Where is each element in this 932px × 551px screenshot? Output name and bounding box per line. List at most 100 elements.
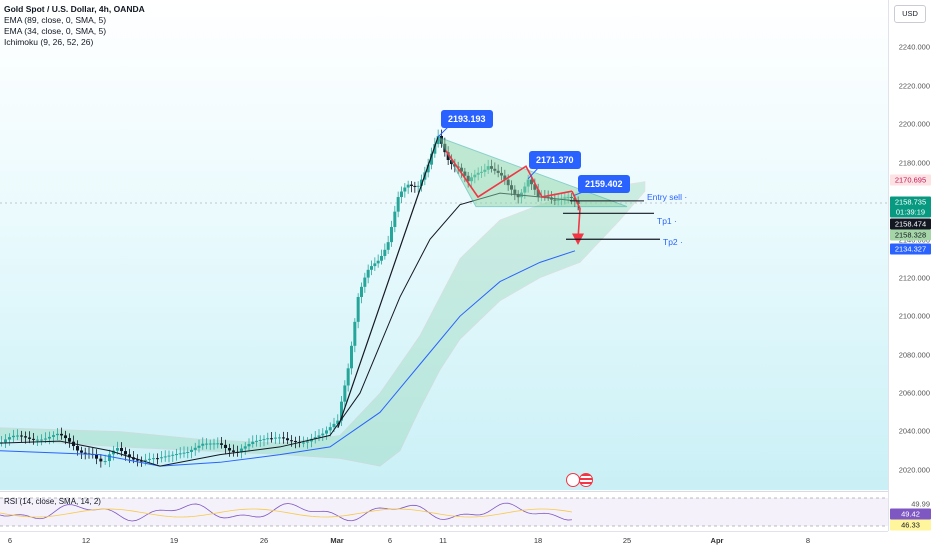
candle-body [373,263,377,267]
triangle-pattern [436,136,628,208]
candle-body [328,427,332,431]
candle-body [302,442,305,444]
candle-body [413,185,417,187]
candle-body [136,459,139,461]
candle-body [186,451,190,453]
time-label: 19 [169,536,179,545]
candle-body [56,433,59,436]
impulse-trendline [337,136,439,428]
time-label: 11 [439,536,447,545]
candle-body [4,439,7,443]
candle-body [171,454,175,456]
candle-body [343,385,347,402]
price-tick: 2100.000 [898,311,930,321]
candle-body [270,438,273,440]
candle-body [48,436,51,439]
time-label: Apr [710,536,724,545]
candle-body [216,443,220,445]
price-label-light-green: 2158.328 [890,229,931,241]
candle-body [426,164,430,173]
candle-body [433,144,437,154]
candle-body [120,447,123,452]
candle-body [406,184,410,188]
rsi-legend[interactable]: RSI (14, close, SMA, 14, 2) [4,497,101,506]
ichimoku-cloud [0,181,646,467]
indicator-ichimoku[interactable]: Ichimoku (9, 26, 52, 26) [4,37,94,47]
price-tick: 2240.000 [898,42,930,52]
price-chart[interactable] [0,0,888,490]
rsi-pane[interactable]: RSI (14, close, SMA, 14, 2) [0,491,888,532]
candle-body [383,249,387,256]
callout-mid[interactable]: 2171.370 [529,151,581,169]
rsi-chart [0,497,888,527]
candle-body [262,439,266,441]
candle-body [228,448,231,451]
candle-body [52,435,55,437]
candle-body [44,438,47,440]
candle-body [353,321,357,346]
candle-body [294,440,297,442]
callout-low[interactable]: 2159.402 [578,175,630,193]
candle-body [247,444,251,447]
candle-body [148,458,151,460]
candle-body [190,449,193,452]
candle-body [251,441,255,445]
chart-area[interactable]: Gold Spot / U.S. Dollar, 4h, OANDA EMA (… [0,0,888,490]
candle-body [208,443,212,445]
price-tick: 2040.000 [898,426,930,436]
countdown-label: 01:39:19 [890,206,931,218]
candle-body [193,447,197,450]
candle-body [144,459,147,461]
candle-body [28,437,31,439]
candle-body [390,226,393,243]
candle-body [366,269,370,278]
candle-body [20,435,23,437]
candle-body [12,435,15,438]
rsi-sma-line [0,508,573,518]
candle-body [410,184,413,186]
candle-body [370,266,373,270]
indicator-ema-89[interactable]: EMA (89, close, 0, SMA, 5) [4,15,107,25]
candle-body [396,197,400,212]
candle-body [403,187,407,192]
price-tick: 2200.000 [898,119,930,129]
time-label: Mar [330,536,344,545]
candle-body [386,242,390,250]
chart-legend: Gold Spot / U.S. Dollar, 4h, OANDA EMA (… [4,4,145,48]
candle-body [160,457,163,459]
candle-body [290,440,293,442]
candle-body [350,345,353,369]
candle-body [212,443,216,445]
currency-button[interactable]: USD [894,5,926,23]
sell-arrow [571,190,581,240]
tp1-label[interactable]: Tp1 · [657,216,677,226]
candle-body [167,455,171,457]
time-axis[interactable]: 6 12 19 26 Mar 6 11 18 25 Apr 8 [0,531,888,551]
rsi-value-label: 49.42 [890,508,931,520]
price-label-red: 2170.695 [890,174,931,186]
us-flag-icon [579,473,593,487]
candle-body [243,446,247,449]
price-label-blue: 2134.327 [890,243,931,255]
candle-body [178,453,182,455]
callout-high[interactable]: 2193.193 [441,110,493,128]
tp2-label[interactable]: Tp2 · [663,237,683,247]
price-axis[interactable]: USD 2240.0002220.0002200.0002180.0002160… [888,0,932,531]
candle-body [363,277,367,287]
candle-body [436,135,440,145]
candle-body [116,447,119,451]
candle-body [163,456,167,458]
candle-body [332,423,336,428]
candle-body [16,435,19,437]
candle-body [416,185,420,187]
time-label: 18 [533,536,543,545]
candle-body [360,286,363,297]
candle-body [220,443,223,445]
indicator-ema-34[interactable]: EMA (34, close, 0, SMA, 5) [4,26,107,36]
candle-body [201,443,205,446]
price-label-current: 2158.735 [890,196,931,208]
candle-body [99,458,103,462]
entry-sell-label[interactable]: Entry sell · [647,192,688,202]
candle-body [156,458,159,460]
candle-body [140,460,143,462]
